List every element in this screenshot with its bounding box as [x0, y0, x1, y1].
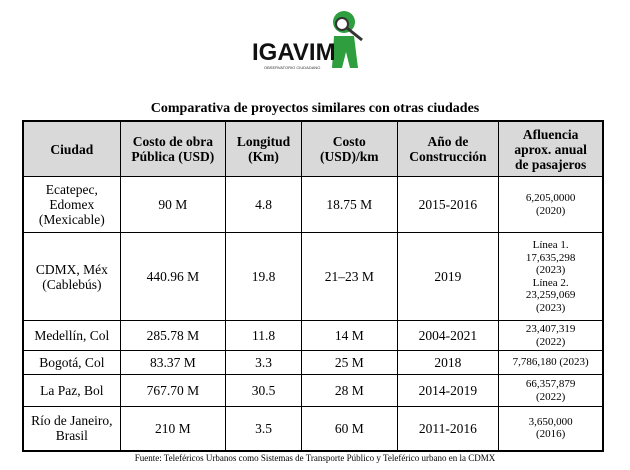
table-cell: 60 M: [301, 406, 398, 451]
table-cell: CDMX, Méx (Cablebús): [22, 232, 121, 321]
table-cell: 66,357,879 (2022): [498, 374, 604, 407]
cell-line: Pública (USD): [131, 149, 215, 164]
table-cell: 19.8: [225, 232, 303, 321]
table-cell: 83.37 M: [119, 350, 227, 375]
table-cell: 3,650,000 (2016): [498, 406, 604, 451]
header-cell: Longitud (Km): [225, 120, 303, 177]
cell-line: (2020): [535, 204, 566, 217]
cell-line: 66,357,879: [525, 378, 576, 390]
table-cell: 90 M: [119, 176, 227, 233]
table-cell: Río de Janeiro, Brasil: [22, 406, 121, 451]
table-cell: Línea 1. 17,635,298 (2023) Línea 2. 23,259,0…: [498, 232, 604, 321]
source-note: Fuente: Teleféricos Urbanos como Sistema…: [134, 453, 496, 463]
logo: IGAVIM OBSERVATORIO CIUDADANO: [252, 11, 363, 70]
cell-line: Año de: [427, 134, 469, 149]
table-cell: 767.70 M: [119, 374, 227, 407]
cell-line: Línea 1.: [532, 239, 569, 251]
header-cell: Año de Construcción: [396, 120, 500, 177]
table-cell: 23,407,319 (2022): [498, 320, 604, 351]
table-cell: La Paz, Bol: [22, 374, 121, 407]
logo-name: IGAVIM: [252, 39, 336, 66]
cell-line: (Km): [248, 149, 279, 164]
table-cell: 7,786,180 (2023): [498, 350, 604, 375]
cell-line: (2016): [535, 428, 566, 441]
table-cell: 6,205,0000 (2020): [498, 176, 604, 233]
cell-line: Costo: [332, 134, 366, 149]
cell-line: (2022): [535, 390, 566, 403]
table-cell: 2018: [396, 350, 500, 375]
cell-line: Edomex: [49, 197, 95, 212]
header-cell: Ciudad: [22, 120, 121, 177]
cell-line: 17,635,298: [525, 251, 576, 264]
table-row: CDMX, Méx (Cablebús) 440.96 M 19.8 21–23 M 20…: [22, 232, 604, 321]
cell-line: Costo de obra: [132, 134, 213, 149]
cell-line: (2023): [535, 264, 566, 276]
table-cell: 30.5: [225, 374, 303, 407]
header-row: Ciudad Costo de obra Pública (USD) Longitud…: [22, 120, 604, 177]
table-cell: Medellín, Col: [22, 320, 121, 351]
table-cell: 2015-2016: [396, 176, 500, 233]
cell-line: 6,205,0000: [525, 192, 576, 204]
logo-lens: [335, 17, 349, 31]
cell-line: Río de Janeiro,: [31, 413, 113, 429]
cell-line: (2023): [535, 301, 566, 314]
table-row: Río de Janeiro, Brasil 210 M 3.5 60 M 2011-20…: [22, 406, 604, 451]
cell-line: (USD)/km: [320, 149, 379, 164]
cell-line: Longitud: [236, 134, 291, 149]
logo-handle: [346, 26, 363, 42]
table-row: Bogotá, Col 83.37 M 3.3 25 M 2018 7,786,180 (…: [22, 350, 604, 375]
cell-line: aprox. anual: [514, 141, 587, 157]
cell-line: (2022): [535, 335, 566, 348]
header-cell: Afluencia aprox. anual de pasajeros: [498, 120, 604, 177]
table-cell: Ecatepec, Edomex (Mexicable): [22, 176, 121, 233]
table-cell: 2011-2016: [396, 406, 500, 451]
table-cell: 2019: [396, 232, 500, 321]
table-cell: 2014-2019: [396, 374, 500, 407]
cell-line: 23,407,319: [525, 323, 576, 335]
cell-line: 23,259,069: [525, 289, 576, 301]
table-row: Ecatepec, Edomex (Mexicable) 90 M 4.8 18.75 M…: [22, 176, 604, 233]
table-row: Medellín, Col 285.78 M 11.8 14 M 2004-2021 23…: [22, 320, 604, 351]
cell-line: CDMX, Méx: [35, 261, 108, 277]
cell-line: Construcción: [409, 149, 487, 164]
cell-line: (Mexicable): [38, 212, 105, 227]
table-cell: 3.5: [225, 406, 303, 451]
table-cell: 440.96 M: [119, 232, 227, 321]
cell-line: Brasil: [55, 428, 88, 444]
title: Comparativa de proyectos similares con o…: [150, 101, 480, 116]
table-cell: 3.3: [225, 350, 303, 375]
table-cell: 25 M: [301, 350, 398, 375]
logo-tagline: OBSERVATORIO CIUDADANO: [264, 65, 320, 70]
cell-line: Línea 2.: [532, 276, 569, 289]
table-cell: 14 M: [301, 320, 398, 351]
table-cell: 285.78 M: [119, 320, 227, 351]
table-row: La Paz, Bol 767.70 M 30.5 28 M 2014-2019 66,3…: [22, 374, 604, 407]
table-cell: 2004-2021: [396, 320, 500, 351]
table-cell: 21–23 M: [301, 232, 398, 321]
cell-line: (Cablebús): [42, 276, 102, 292]
table-cell: 210 M: [119, 406, 227, 451]
comparison-table: Ciudad Costo de obra Pública (USD) Longitud…: [22, 120, 604, 452]
header-cell: Costo (USD)/km: [301, 120, 398, 177]
table-cell: 11.8: [225, 320, 303, 351]
cell-line: Ecatepec,: [45, 182, 98, 197]
header-cell: Costo de obra Pública (USD): [119, 120, 227, 177]
cell-line: de pasajeros: [514, 156, 587, 172]
table-cell: 28 M: [301, 374, 398, 407]
table-cell: Bogotá, Col: [22, 350, 121, 375]
cell-line: Afluencia: [522, 126, 579, 142]
table-cell: 18.75 M: [301, 176, 398, 233]
table-cell: 4.8: [225, 176, 303, 233]
cell-line: 3,650,000: [528, 415, 573, 428]
logo-body: [332, 36, 358, 68]
